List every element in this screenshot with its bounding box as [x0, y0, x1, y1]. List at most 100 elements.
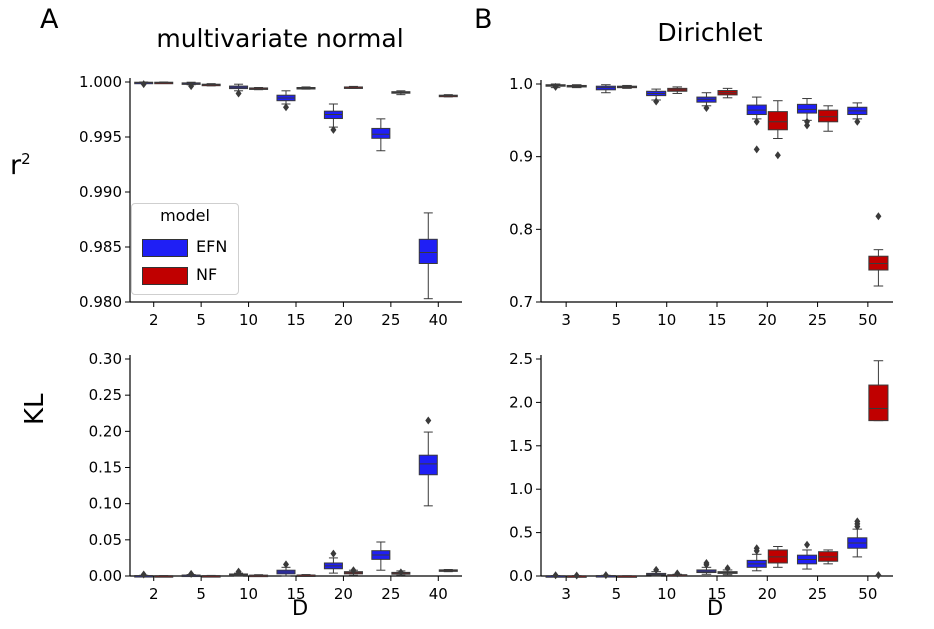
legend-label-efn: EFN [196, 237, 228, 256]
dir_kl-ytick-label: 1.5 [509, 437, 533, 455]
mvn_r2-xtick-label: 5 [196, 311, 206, 329]
outlier-nf [875, 212, 882, 221]
box-efn-40 [418, 238, 438, 265]
row-label-r2: r2 [10, 150, 31, 181]
outlier-nf [397, 568, 404, 577]
outlier-nf [774, 151, 781, 160]
outlier-efn [425, 416, 432, 425]
outlier-efn [703, 103, 710, 112]
mvn_kl-ytick-label: 0.10 [89, 495, 122, 513]
mvn_r2-ytick-label: 0.995 [79, 128, 122, 146]
dir_kl-xtick-label: 25 [808, 585, 827, 603]
mvn_r2-xtick-label: 25 [381, 311, 400, 329]
dir_kl-ytick-label: 2.5 [509, 350, 533, 368]
dir_r2-ytick-label: 1.0 [509, 75, 533, 93]
panel-label-b: B [474, 4, 493, 35]
mvn_kl-xtick-label: 20 [334, 585, 353, 603]
column-title-multivariate-normal: multivariate normal [156, 24, 404, 53]
box-efn-25 [371, 127, 391, 139]
outlier-efn [330, 549, 337, 558]
panel-label-a: A [40, 4, 59, 35]
outlier-efn [653, 565, 660, 574]
dir_r2-xtick-label: 25 [808, 311, 827, 329]
outlier-nf [573, 571, 580, 580]
dir_kl-ytick-label: 0.0 [509, 567, 533, 585]
mvn_r2-xtick-label: 10 [239, 311, 258, 329]
dir_kl-ytick-label: 0.5 [509, 524, 533, 542]
mvn_kl-ytick-label: 0.25 [89, 386, 122, 404]
dir_kl-ytick-label: 1.0 [509, 480, 533, 498]
x-axis-label-left: D [292, 596, 309, 620]
outlier-efn [804, 540, 811, 549]
dir_kl-ytick-label: 2.0 [509, 393, 533, 411]
mvn_kl-xtick-label: 10 [239, 585, 258, 603]
dir_kl-xtick-label: 15 [707, 585, 726, 603]
outlier-efn [854, 117, 861, 126]
outlier-efn [282, 103, 289, 112]
mvn_r2-ytick-label: 1.000 [79, 73, 122, 91]
dir_r2-xtick-label: 5 [612, 311, 622, 329]
row-label-r2-text: r [10, 150, 22, 181]
legend-swatch-efn [142, 239, 188, 257]
mvn_kl-ytick-label: 0.00 [89, 567, 122, 585]
box-nf-25 [818, 109, 839, 123]
outlier-efn [552, 571, 559, 580]
outlier-efn [804, 121, 811, 130]
mvn_r2-xtick-label: 40 [429, 311, 448, 329]
outlier-nf [724, 564, 731, 573]
outlier-efn [552, 82, 559, 91]
legend: model EFN NF [131, 203, 239, 295]
mvn_kl-xtick-label: 40 [429, 585, 448, 603]
dir_kl-xtick-label: 10 [657, 585, 676, 603]
x-axis-label-right: D [707, 596, 724, 620]
mvn_r2-xtick-label: 20 [334, 311, 353, 329]
box-nf-50 [868, 384, 889, 422]
dir_r2-ytick-label: 0.8 [509, 220, 533, 238]
outlier-efn [653, 97, 660, 106]
outlier-efn [703, 558, 710, 567]
outlier-efn [188, 569, 195, 578]
box-nf-20 [767, 111, 788, 131]
legend-swatch-nf [142, 267, 188, 285]
dir_r2-xtick-label: 15 [707, 311, 726, 329]
box-efn-25 [796, 103, 818, 114]
mvn_kl-xtick-label: 25 [381, 585, 400, 603]
mvn_r2-ytick-label: 0.990 [79, 183, 122, 201]
mvn_r2-xtick-label: 2 [149, 311, 159, 329]
dir_r2-xtick-label: 3 [561, 311, 571, 329]
mvn_kl-ytick-label: 0.20 [89, 422, 122, 440]
outlier-nf [350, 566, 357, 575]
legend-title: model [160, 206, 210, 225]
dir_kl-xtick-label: 5 [612, 585, 622, 603]
dir_r2-ytick-label: 0.7 [509, 293, 533, 311]
outlier-efn [140, 570, 147, 579]
outlier-efn [235, 89, 242, 98]
dir_r2-xtick-label: 20 [758, 311, 777, 329]
outlier-efn [330, 125, 337, 134]
outlier-efn [753, 145, 760, 154]
mvn_kl-ytick-label: 0.15 [89, 459, 122, 477]
outlier-efn [602, 571, 609, 580]
outlier-efn [235, 567, 242, 576]
mvn_kl-xtick-label: 15 [286, 585, 305, 603]
dir_kl-xtick-label: 50 [858, 585, 877, 603]
mvn_kl-ytick-label: 0.05 [89, 531, 122, 549]
outlier-efn [753, 544, 760, 553]
outlier-efn [140, 80, 147, 89]
mvn_r2-ytick-label: 0.980 [79, 293, 122, 311]
outlier-efn [188, 82, 195, 91]
outlier-nf [875, 571, 882, 580]
outlier-efn [753, 117, 760, 126]
dir_kl-xtick-label: 20 [758, 585, 777, 603]
mvn_kl-ytick-label: 0.30 [89, 350, 122, 368]
box-efn-40 [418, 454, 438, 476]
mvn_kl-xtick-label: 2 [149, 585, 159, 603]
mvn_r2-xtick-label: 15 [286, 311, 305, 329]
dir_r2-xtick-label: 50 [858, 311, 877, 329]
dir_r2-xtick-label: 10 [657, 311, 676, 329]
outlier-efn [854, 517, 861, 526]
outlier-nf [674, 569, 681, 578]
row-label-r2-superscript: 2 [21, 150, 31, 168]
column-title-dirichlet: Dirichlet [657, 18, 763, 47]
